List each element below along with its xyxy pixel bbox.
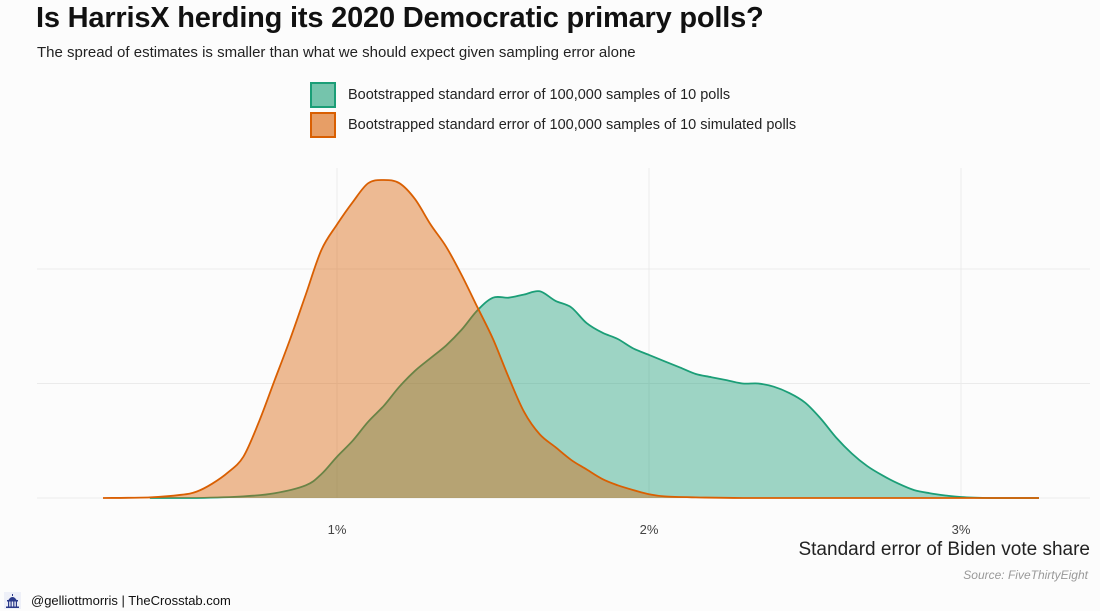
density-line-simulated — [102, 179, 1039, 499]
legend-label-real: Bootstrapped standard error of 100,000 s… — [348, 87, 731, 103]
legend-swatch-simulated — [310, 112, 336, 138]
x-tick-label: 1% — [328, 522, 347, 537]
density-area-real — [149, 291, 1040, 498]
footer-credit: @gelliottmorris | TheCrosstab.com — [31, 593, 231, 608]
legend: Bootstrapped standard error of 100,000 s… — [310, 80, 796, 140]
capitol-building-icon — [4, 592, 21, 609]
density-line-real — [149, 290, 1039, 499]
chart-title: Is HarrisX herding its 2020 Democratic p… — [36, 2, 764, 34]
legend-item-real: Bootstrapped standard error of 100,000 s… — [310, 80, 796, 110]
x-tick-label: 3% — [952, 522, 971, 537]
footer: @gelliottmorris | TheCrosstab.com — [4, 592, 231, 609]
x-axis-label: Standard error of Biden vote share — [798, 539, 1090, 560]
legend-label-simulated: Bootstrapped standard error of 100,000 s… — [348, 117, 797, 133]
area-layer — [102, 179, 1040, 499]
legend-item-simulated: Bootstrapped standard error of 100,000 s… — [310, 110, 796, 140]
chart-subtitle: The spread of estimates is smaller than … — [37, 44, 636, 61]
density-area-simulated — [103, 179, 1039, 499]
density-chart: 1% 2% 3% — [37, 168, 1090, 537]
source-note: Source: FiveThirtyEight — [963, 568, 1088, 582]
x-tick-layer: 1% 2% 3% — [328, 522, 971, 537]
legend-swatch-real — [310, 82, 336, 108]
x-tick-label: 2% — [640, 522, 659, 537]
